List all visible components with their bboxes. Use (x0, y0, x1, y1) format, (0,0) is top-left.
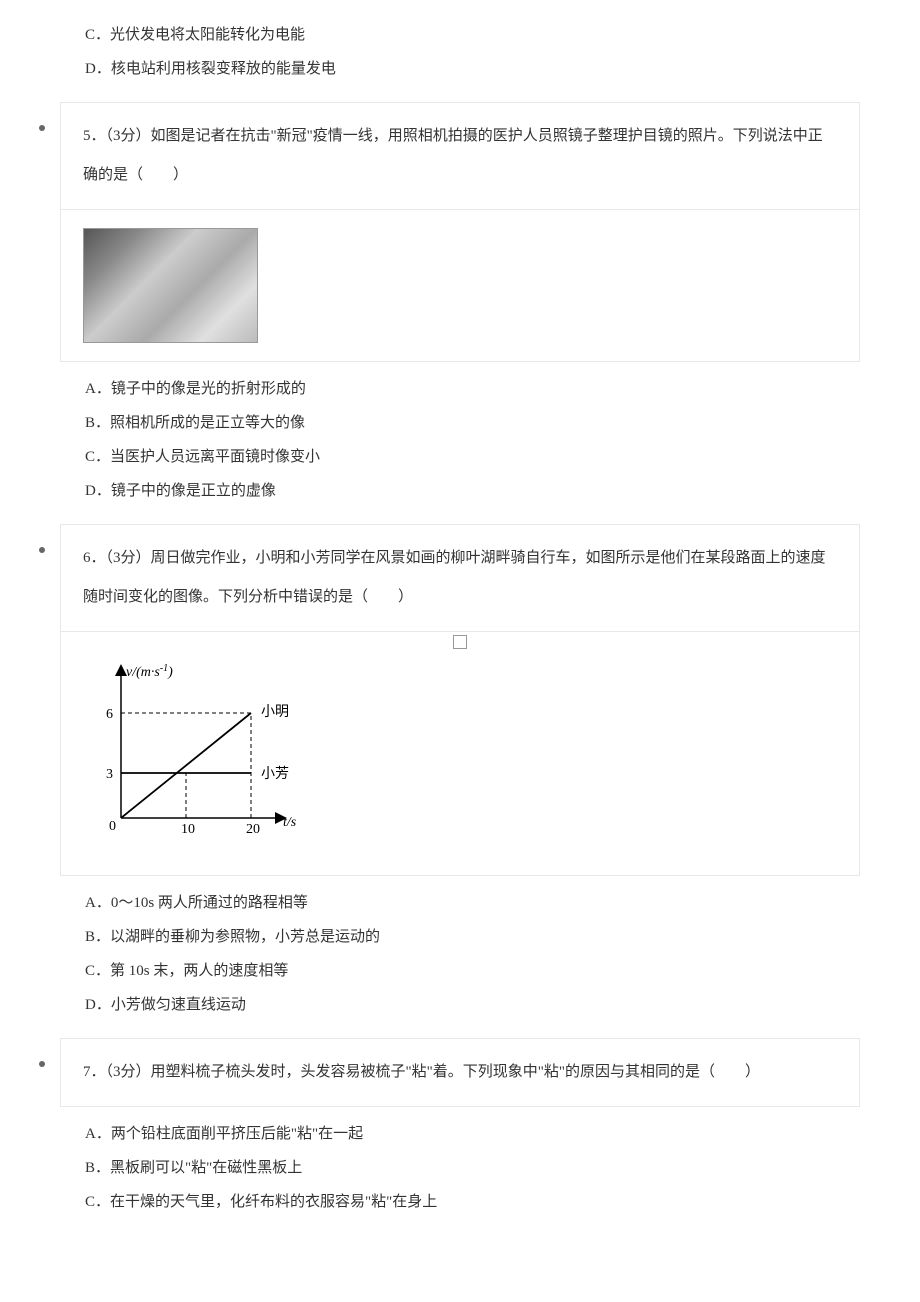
q7-stem: 7．（3分）用塑料梳子梳头发时，头发容易被梳子"粘"着。下列现象中"粘"的原因与… (83, 1064, 760, 1080)
label-xiaofang: 小芳 (261, 765, 289, 782)
q7-option-b: B．黑板刷可以"粘"在磁性黑板上 (85, 1153, 890, 1183)
ytick-6: 6 (106, 707, 113, 722)
q5-stem: 5．（3分）如图是记者在抗击"新冠"疫情一线，用照相机拍摄的医护人员照镜子整理护… (83, 128, 823, 183)
question-7: 7．（3分）用塑料梳子梳头发时，头发容易被梳子"粘"着。下列现象中"粘"的原因与… (60, 1038, 860, 1107)
q6-stem: 6．（3分）周日做完作业，小明和小芳同学在风景如画的柳叶湖畔骑自行车，如图所示是… (83, 550, 826, 605)
q6-options: A．0～10s 两人所通过的路程相等 B．以湖畔的垂柳为参照物，小芳总是运动的 … (0, 888, 920, 1020)
option-c: C．光伏发电将太阳能转化为电能 (85, 20, 890, 50)
q7-option-c: C．在干燥的天气里，化纤布料的衣服容易"粘"在身上 (85, 1187, 890, 1217)
top-options: C．光伏发电将太阳能转化为电能 D．核电站利用核裂变释放的能量发电 (0, 20, 920, 84)
q5-image-box (60, 210, 860, 362)
label-xiaoming: 小明 (261, 704, 289, 720)
ytick-3: 3 (106, 767, 113, 782)
q5-option-d: D．镜子中的像是正立的虚像 (85, 476, 890, 506)
y-axis-label: v/(m·s-1) (126, 663, 173, 681)
q5-options: A．镜子中的像是光的折射形成的 B．照相机所成的是正立等大的像 C．当医护人员远… (0, 374, 920, 506)
q6-chart-box: v/(m·s-1) t/s 0 3 6 10 20 小明 小芳 (60, 632, 860, 876)
page-indicator-icon (453, 635, 467, 649)
xtick-20: 20 (246, 822, 260, 837)
xtick-10: 10 (181, 822, 195, 837)
x-axis-label: t/s (283, 815, 297, 830)
question-5: 5．（3分）如图是记者在抗击"新冠"疫情一线，用照相机拍摄的医护人员照镜子整理护… (60, 102, 860, 210)
question-6: 6．（3分）周日做完作业，小明和小芳同学在风景如画的柳叶湖畔骑自行车，如图所示是… (60, 524, 860, 632)
option-d: D．核电站利用核裂变释放的能量发电 (85, 54, 890, 84)
q6-option-d: D．小芳做匀速直线运动 (85, 990, 890, 1020)
q6-option-c: C．第 10s 末，两人的速度相等 (85, 956, 890, 986)
q5-option-a: A．镜子中的像是光的折射形成的 (85, 374, 890, 404)
q7-option-a: A．两个铅柱底面削平挤压后能"粘"在一起 (85, 1119, 890, 1149)
q5-option-b: B．照相机所成的是正立等大的像 (85, 408, 890, 438)
q6-option-b: B．以湖畔的垂柳为参照物，小芳总是运动的 (85, 922, 890, 952)
velocity-time-chart: v/(m·s-1) t/s 0 3 6 10 20 小明 小芳 (91, 658, 301, 838)
q5-option-c: C．当医护人员远离平面镜时像变小 (85, 442, 890, 472)
origin-label: 0 (109, 819, 116, 834)
q5-photo (83, 228, 258, 343)
q6-option-a: A．0～10s 两人所通过的路程相等 (85, 888, 890, 918)
q7-options: A．两个铅柱底面削平挤压后能"粘"在一起 B．黑板刷可以"粘"在磁性黑板上 C．… (0, 1119, 920, 1217)
